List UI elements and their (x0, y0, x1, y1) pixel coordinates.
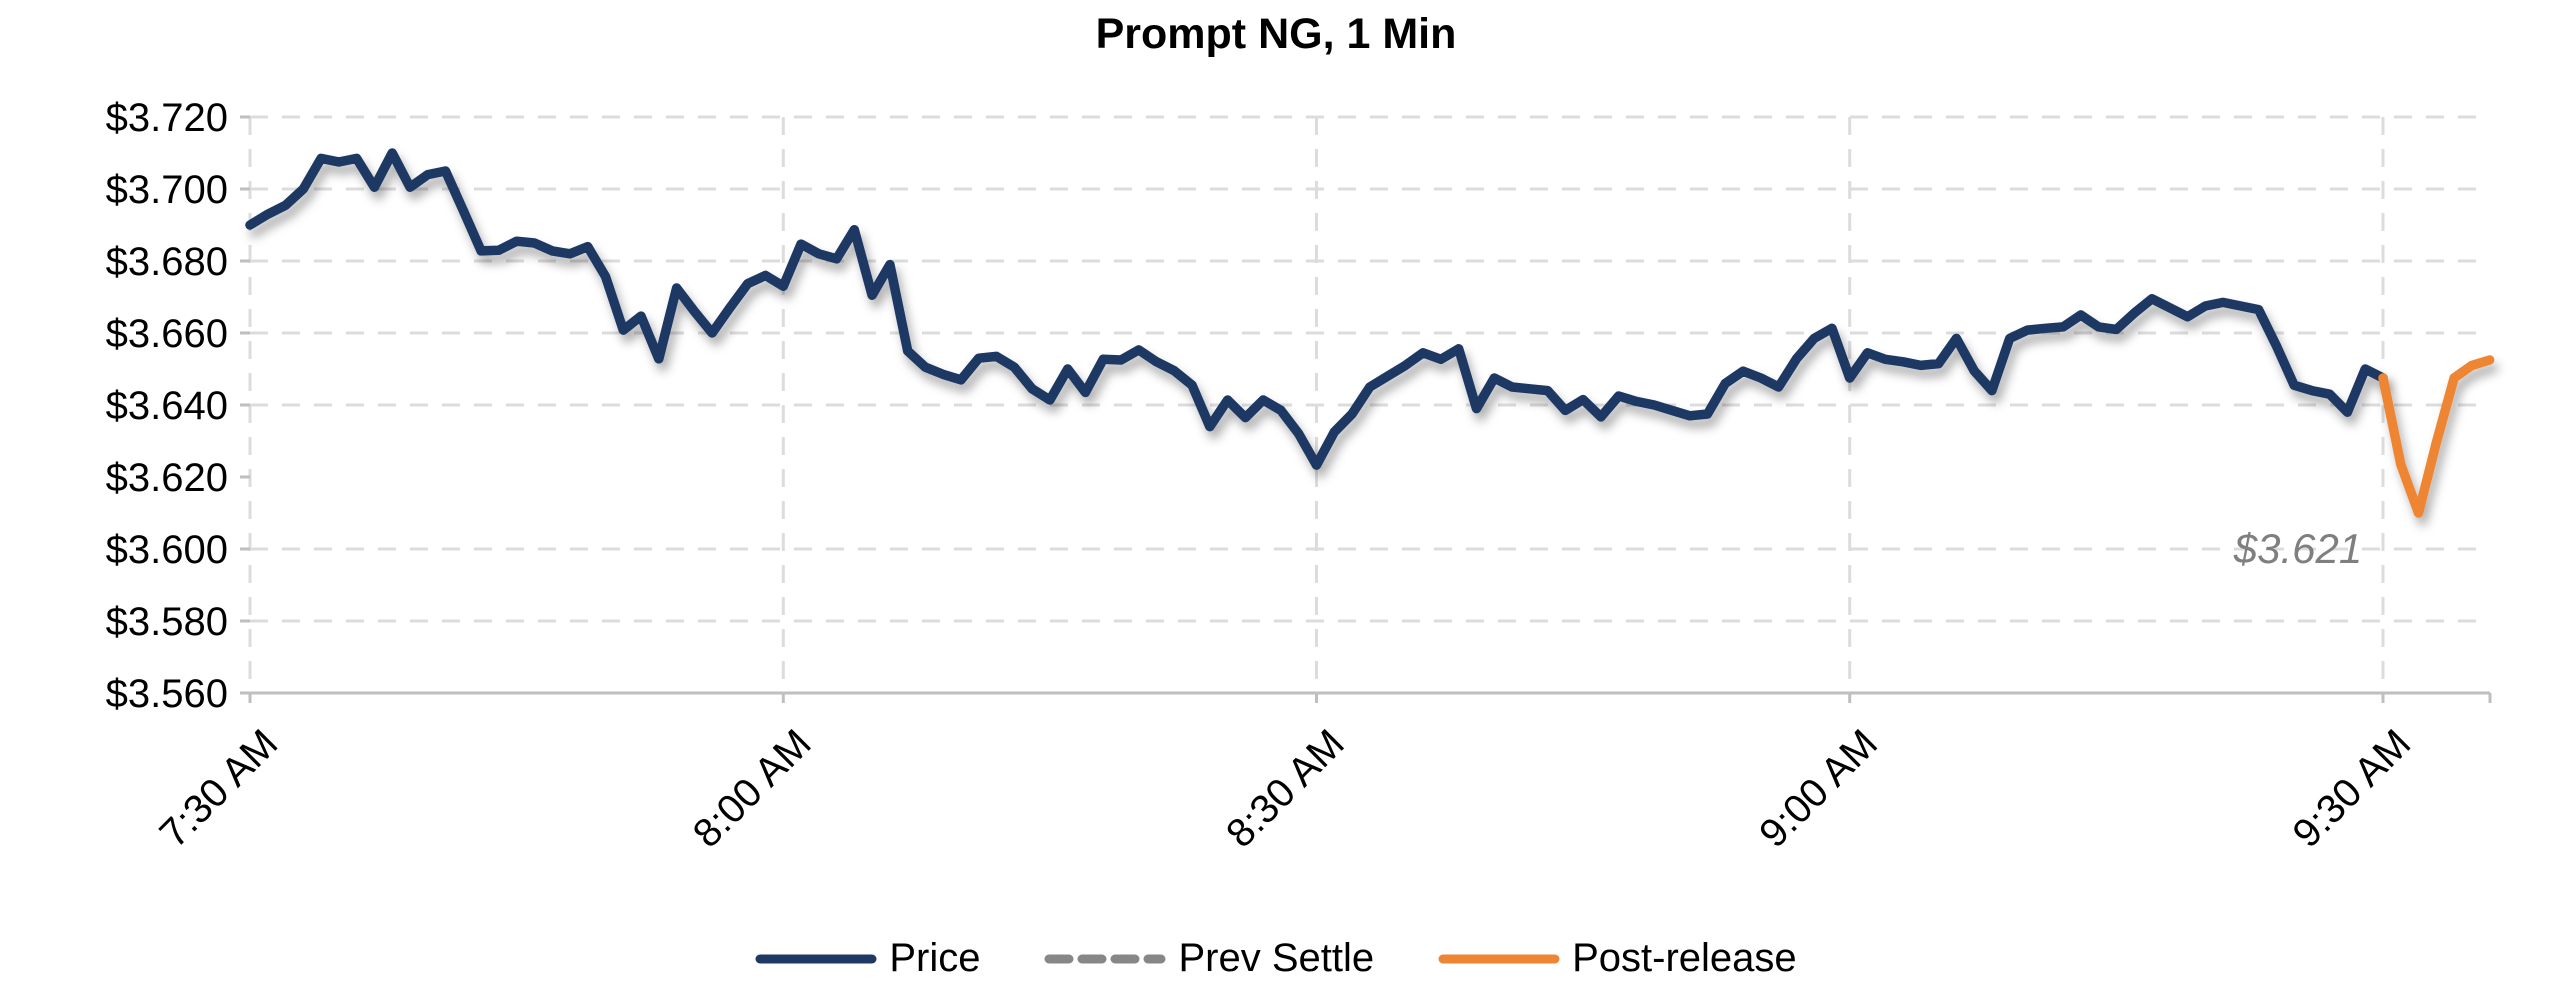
legend-label-post-release: Post-release (1572, 936, 1797, 980)
svg-text:$3.660: $3.660 (106, 312, 228, 356)
chart-title: Prompt NG, 1 Min (1095, 10, 1457, 58)
legend-label-price: Price (889, 936, 981, 980)
legend-item-post-release: Post-release (1438, 936, 1797, 981)
svg-text:$3.640: $3.640 (106, 384, 228, 428)
prev-settle-line-swatch-icon (1044, 954, 1166, 963)
svg-text:$3.560: $3.560 (106, 672, 228, 716)
svg-text:$3.580: $3.580 (106, 600, 228, 644)
svg-text:$3.720: $3.720 (106, 96, 228, 140)
prev-settle-value-annotation: $3.621 (2233, 525, 2363, 572)
legend: Price Prev Settle Post-release (0, 936, 2552, 981)
svg-text:8:30 AM: 8:30 AM (1218, 721, 1353, 856)
legend-item-price: Price (755, 936, 980, 981)
svg-text:9:00 AM: 9:00 AM (1751, 721, 1886, 856)
svg-text:$3.680: $3.680 (106, 240, 228, 284)
legend-item-prev-settle: Prev Settle (1044, 936, 1374, 981)
post-release-line-swatch-icon (1438, 954, 1560, 963)
svg-text:$3.600: $3.600 (106, 528, 228, 572)
svg-text:9:30 AM: 9:30 AM (2284, 721, 2419, 856)
svg-text:$3.620: $3.620 (106, 456, 228, 500)
legend-label-prev-settle: Prev Settle (1178, 936, 1375, 980)
svg-text:$3.700: $3.700 (106, 168, 228, 212)
svg-text:8:00 AM: 8:00 AM (685, 721, 820, 856)
price-line-swatch-icon (755, 954, 877, 963)
svg-text:7:30 AM: 7:30 AM (151, 721, 286, 856)
